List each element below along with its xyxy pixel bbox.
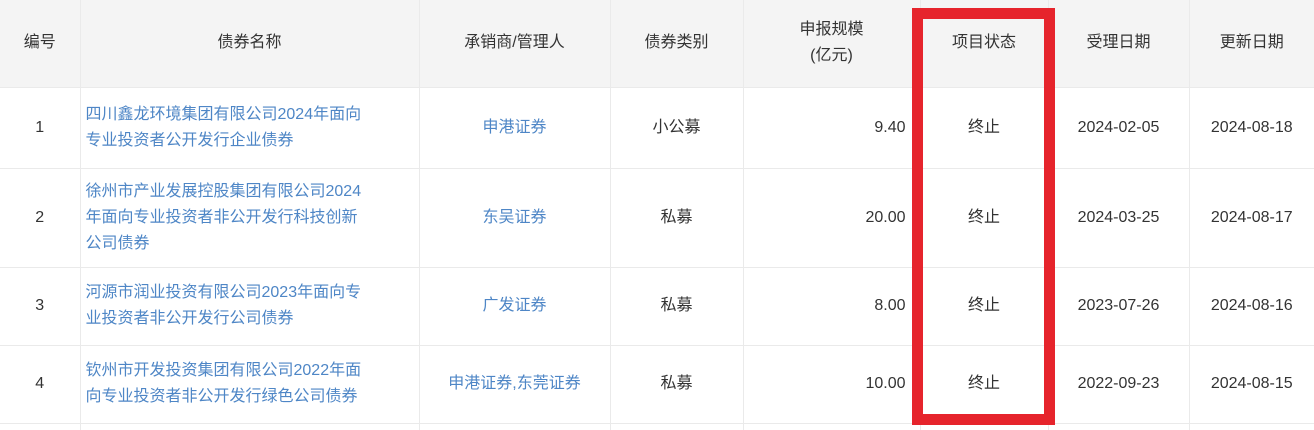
project-status: 终止 — [920, 266, 1049, 345]
col-header-accept-date: 受理日期 — [1048, 0, 1190, 87]
underwriter-cell: 广发证券 — [419, 266, 611, 345]
col-header-scale-line2: (亿元) — [810, 47, 853, 65]
bond-name-cell: 钦州市开发投资集团有限公司2022年面向专业投资者非公开发行绿色公司债券 — [80, 344, 420, 423]
row-index: 4 — [0, 344, 81, 423]
col-header-scale-line1: 申报规模 — [799, 21, 864, 39]
col-header-underwriter: 承销商/管理人 — [419, 0, 611, 87]
bond-name-link[interactable]: 钦州市开发投资集团有限公司2022年面向专业投资者非公开发行绿色公司债券 — [85, 362, 362, 405]
col-header-index: 编号 — [0, 0, 81, 87]
col-header-status: 项目状态 — [920, 0, 1049, 87]
project-status: 终止 — [920, 344, 1049, 423]
table-row: 3 河源市润业投资有限公司2023年面向专业投资者非公开发行公司债券 广发证券 … — [0, 266, 1314, 345]
bond-name-link[interactable]: 四川鑫龙环境集团有限公司2024年面向专业投资者公开发行企业债券 — [85, 105, 362, 149]
update-date: 2024-08-17 — [1189, 167, 1314, 267]
declared-scale: 10.00 — [743, 344, 921, 423]
table-row: 1 四川鑫龙环境集团有限公司2024年面向专业投资者公开发行企业债券 申港证券 … — [0, 86, 1314, 168]
underwriter-link[interactable]: 广发证券 — [482, 297, 547, 314]
bond-category: 小公募 — [610, 86, 744, 168]
bond-name-cell: 四川鑫龙环境集团有限公司2024年面向专业投资者公开发行企业债券 — [80, 86, 420, 168]
col-header-bond-name: 债券名称 — [80, 0, 420, 87]
declared-scale: 8.00 — [743, 266, 921, 345]
update-date: 2024-08-18 — [1189, 86, 1314, 168]
underwriter-link[interactable]: 申港证券,东莞证券 — [448, 375, 581, 392]
accept-date: 2024-02-05 — [1048, 86, 1190, 168]
bond-name-link[interactable]: 徐州市产业发展控股集团有限公司2024年面向专业投资者非公开发行科技创新公司债券 — [85, 182, 362, 252]
underwriter-cell: 东吴证券 — [419, 167, 611, 267]
col-header-update-date: 更新日期 — [1189, 0, 1314, 87]
bond-category: 私募 — [610, 266, 744, 345]
table-row: 2 徐州市产业发展控股集团有限公司2024年面向专业投资者非公开发行科技创新公司… — [0, 167, 1314, 267]
col-header-scale: 申报规模 (亿元) — [743, 0, 921, 87]
declared-scale: 20.00 — [743, 167, 921, 267]
table-header-row: 编号 债券名称 承销商/管理人 债券类别 申报规模 (亿元) 项目状态 受理日期… — [0, 0, 1314, 87]
bond-name-cell: 河源市润业投资有限公司2023年面向专业投资者非公开发行公司债券 — [80, 266, 420, 345]
underwriter-link[interactable]: 申港证券 — [482, 118, 547, 136]
bond-category: 私募 — [610, 344, 744, 423]
update-date: 2024-08-16 — [1189, 266, 1314, 345]
update-date: 2024-08-15 — [1189, 344, 1314, 423]
col-header-category: 债券类别 — [610, 0, 744, 87]
accept-date: 2023-07-26 — [1048, 266, 1190, 345]
row-index: 1 — [0, 86, 81, 168]
table-row: 4 钦州市开发投资集团有限公司2022年面向专业投资者非公开发行绿色公司债券 申… — [0, 344, 1314, 423]
bond-name-link[interactable]: 河源市润业投资有限公司2023年面向专业投资者非公开发行公司债券 — [85, 284, 362, 327]
project-status: 终止 — [920, 167, 1049, 267]
project-status: 终止 — [920, 86, 1049, 168]
declared-scale: 9.40 — [743, 86, 921, 168]
bond-name-cell: 徐州市产业发展控股集团有限公司2024年面向专业投资者非公开发行科技创新公司债券 — [80, 167, 420, 267]
table-row-partial — [0, 422, 1314, 430]
accept-date: 2022-09-23 — [1048, 344, 1190, 423]
row-index: 2 — [0, 167, 81, 267]
underwriter-link[interactable]: 东吴证券 — [482, 208, 547, 226]
row-index: 3 — [0, 266, 81, 345]
accept-date: 2024-03-25 — [1048, 167, 1190, 267]
underwriter-cell: 申港证券,东莞证券 — [419, 344, 611, 423]
underwriter-cell: 申港证券 — [419, 86, 611, 168]
bond-category: 私募 — [610, 167, 744, 267]
